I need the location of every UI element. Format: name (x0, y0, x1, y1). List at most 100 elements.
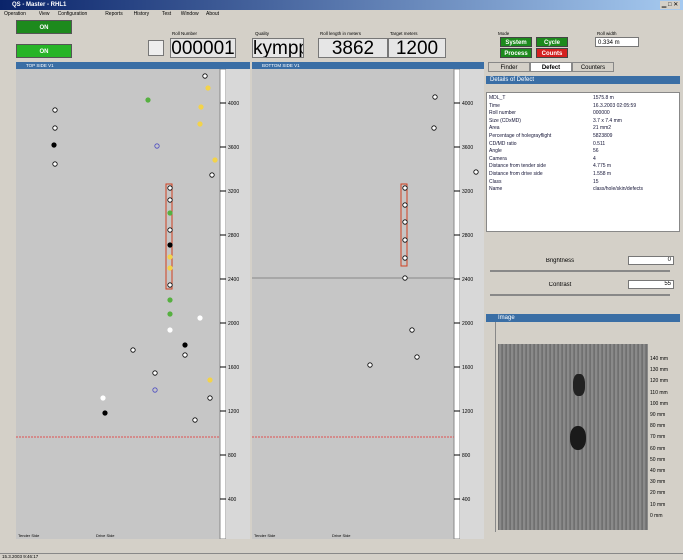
defect-marker (207, 377, 213, 383)
field-label: Roll length in meters (320, 31, 362, 36)
tab[interactable]: Counters (572, 62, 614, 72)
icon-button[interactable] (148, 40, 164, 56)
detail-value: 4.775 m (593, 163, 612, 170)
tick-label: 3600 (228, 145, 239, 151)
mode-button[interactable]: Counts (536, 48, 568, 58)
scale-label: 140 mm (650, 356, 669, 362)
status-bar: 15.3.2003 9:46:17 (0, 553, 683, 560)
defect-marker (192, 417, 198, 423)
detail-value: 5823809 (593, 133, 613, 139)
tick-label: 3200 (462, 189, 473, 195)
scale-label: 60 mm (650, 445, 666, 452)
map-area (16, 69, 220, 539)
defect-marker (367, 362, 373, 368)
defect-marker (431, 125, 437, 131)
tick-label: 800 (462, 453, 471, 459)
details-title: Details of Defect (486, 76, 680, 84)
mode-button[interactable]: Cycle (536, 37, 568, 47)
detail-value: 15 (593, 178, 599, 185)
status-button[interactable]: ON (16, 20, 72, 34)
mode-button[interactable]: Process (500, 48, 532, 58)
tick-label: 2000 (462, 321, 473, 327)
menu-item[interactable]: Window (180, 11, 199, 17)
slider-value[interactable]: 55 (628, 280, 674, 289)
defect-marker (197, 121, 203, 127)
menu-item[interactable]: History (133, 11, 150, 17)
defect-marker (432, 94, 438, 100)
tick-label: 2800 (462, 233, 473, 239)
detail-value: 0.511 (593, 140, 606, 147)
menu-item[interactable]: View (38, 11, 50, 17)
status-button[interactable]: ON (16, 44, 72, 58)
tick-label: 1200 (228, 409, 239, 415)
defect-marker (51, 142, 57, 148)
title-bar: QS - Master - RHL1 (0, 0, 683, 10)
defect-marker (209, 172, 215, 178)
detail-value: 21 mm2 (593, 125, 612, 132)
width-field: 0.334 m (595, 37, 639, 47)
scale-label: 0 mm (650, 512, 663, 519)
slider-track[interactable] (490, 270, 670, 272)
mode-button[interactable]: System (500, 37, 532, 47)
detail-key: Roll number (489, 110, 516, 117)
tab[interactable]: Finder (488, 62, 530, 72)
scale-label: 70 mm (650, 434, 666, 441)
defect-marker (167, 242, 173, 248)
ruler (453, 69, 461, 539)
tick-label: 1600 (228, 365, 239, 371)
counter-field: kymppi (252, 38, 304, 58)
defect-marker (52, 161, 58, 167)
tick-label: 4000 (228, 101, 239, 107)
scale-label: 100 mm (650, 400, 669, 407)
defect-marker (154, 143, 160, 149)
defect-marker (202, 73, 208, 79)
detail-key: MDL_T (489, 95, 506, 101)
defect-blob (570, 426, 586, 450)
detail-key: Distance from drive side (489, 171, 543, 177)
window-controls[interactable]: ▁ □ ✕ (660, 1, 680, 9)
defect-marker (402, 275, 408, 281)
menu-item[interactable]: Test (162, 11, 172, 17)
defect-marker (167, 311, 173, 317)
scale-label: 40 mm (650, 468, 666, 474)
defect-marker (145, 97, 151, 103)
scale-label: 120 mm (650, 378, 669, 385)
image-view (498, 344, 648, 530)
scale-label: 10 mm (650, 501, 666, 508)
detail-value: 56 (593, 148, 599, 155)
scale-label: 130 mm (650, 367, 669, 374)
counter-field: 1200 (388, 38, 446, 58)
defect-marker (130, 347, 136, 353)
selection (165, 183, 173, 290)
width-label: Roll width (597, 31, 617, 36)
menu-item[interactable]: About (206, 11, 220, 17)
detail-key: Angle (489, 148, 502, 155)
slider-label: Contrast (548, 282, 572, 288)
mode-label: Mode (498, 31, 510, 36)
slider-track[interactable] (490, 294, 670, 296)
selection (400, 183, 408, 267)
slider-label: Brightness (545, 258, 575, 264)
detail-value: class/hole/skin/defects (593, 186, 644, 193)
menu-item[interactable]: Operation (4, 11, 26, 17)
detail-key: Distance from tender side (489, 163, 546, 170)
detail-key: Area (489, 125, 500, 132)
detail-key: Size (CDxMD) (489, 117, 521, 124)
menu-item[interactable]: Configuration (57, 11, 88, 17)
menu-item[interactable]: Reports (105, 11, 123, 17)
tick-label: 1600 (462, 365, 473, 371)
slider-value[interactable]: 0 (628, 256, 674, 265)
panel-title: BOTTOM SIDE V1 (252, 62, 484, 69)
field-label: Target meters (390, 31, 418, 36)
defect-marker (167, 282, 173, 288)
ruler (219, 69, 227, 539)
tab[interactable]: Defect (530, 62, 572, 72)
defect-marker (205, 85, 211, 91)
defect-marker (167, 254, 173, 260)
tick-label: 1200 (462, 409, 473, 415)
counter-field: 000001 (170, 38, 236, 58)
counter-field: 3862 (318, 38, 388, 58)
panel-title: TOP SIDE V1 (16, 62, 250, 69)
defect-marker (167, 185, 173, 191)
